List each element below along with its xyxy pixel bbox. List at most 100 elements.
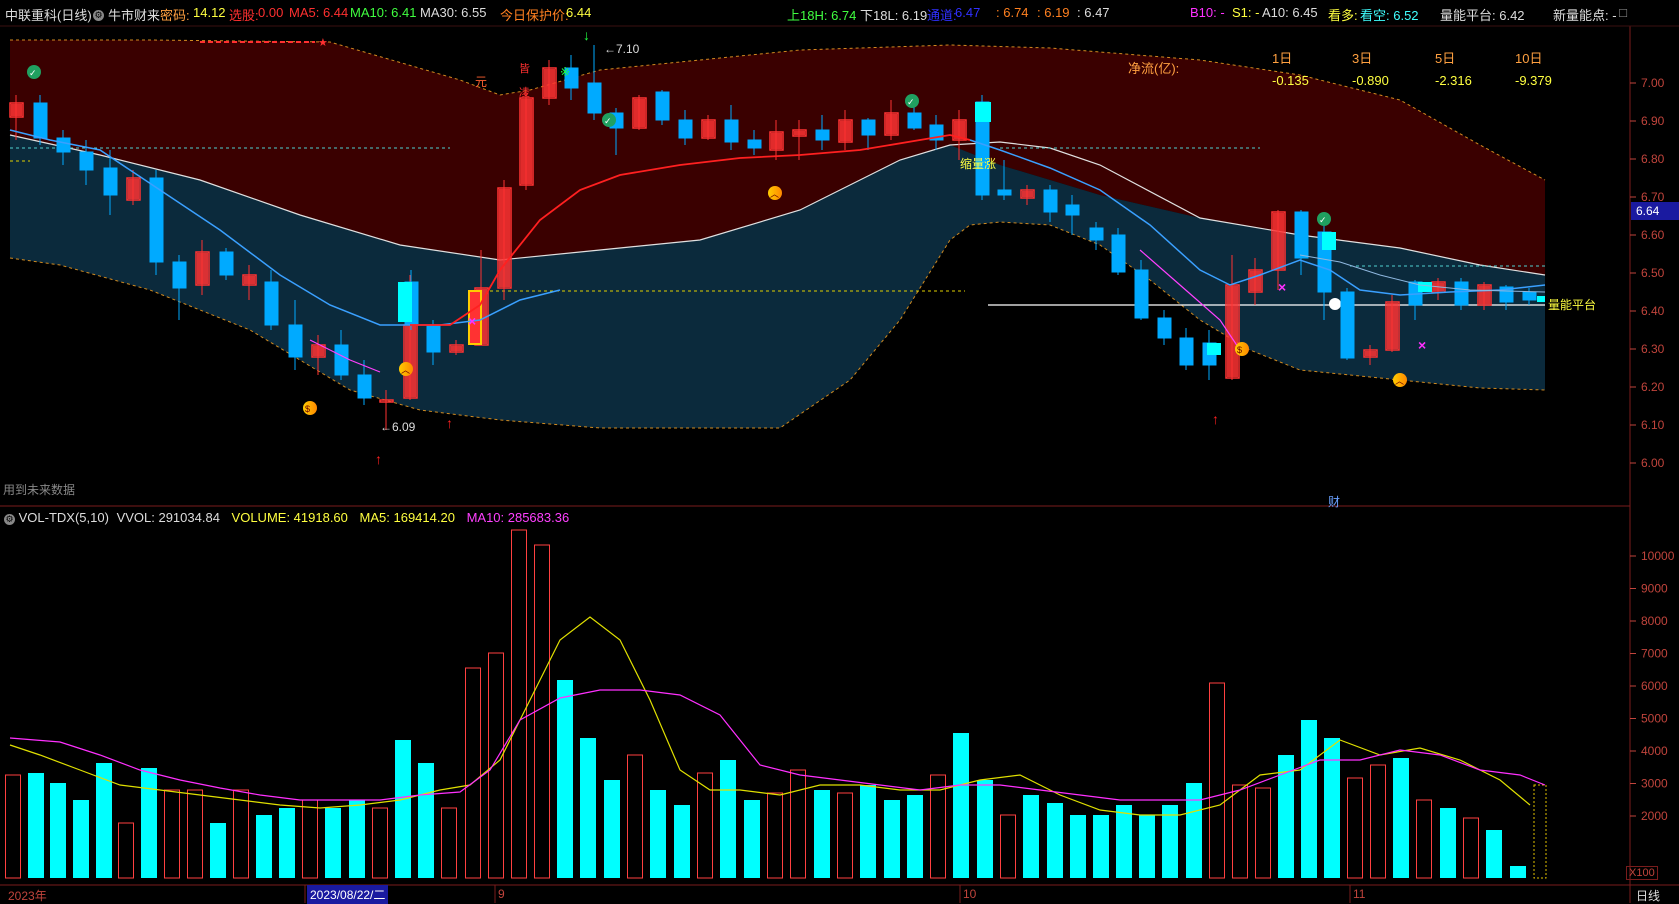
candle-body <box>1111 234 1126 273</box>
svg-text:︿: ︿ <box>770 189 779 199</box>
volume-bar <box>534 544 550 879</box>
candle-body <box>952 119 967 141</box>
candle-body <box>1225 284 1240 379</box>
cai-label: 财 <box>1328 495 1341 509</box>
protect-label: 今日保护价: <box>500 8 569 23</box>
price-tick-label: 6.40 <box>1641 304 1665 318</box>
candle-body <box>56 137 71 153</box>
volume-tick-label: 7000 <box>1641 647 1668 661</box>
candle-body <box>747 139 762 149</box>
ma-blue-line-2 <box>969 139 1546 296</box>
bull-label: 看多: <box>1328 8 1358 23</box>
high-mark-label: ←7.10 <box>604 42 640 56</box>
code-label: 密码: <box>160 8 190 23</box>
stock-name[interactable]: 中联重科(日线) <box>5 8 92 23</box>
cyan-candle <box>1418 282 1432 292</box>
price-axis: 7.00 6.90 6.80 6.70 6.60 6.50 6.40 6.30 6.20 6.10… <box>1630 76 1665 470</box>
volume-bar <box>953 733 969 878</box>
close-icon[interactable]: □ <box>1619 5 1627 20</box>
volume-bar-partial <box>1533 784 1547 879</box>
volume-bar <box>1232 784 1248 879</box>
svg-text:×: × <box>1278 279 1286 295</box>
candle-body <box>519 97 534 186</box>
candle-body <box>1477 284 1492 306</box>
candle-body <box>1294 211 1309 259</box>
volume-bar <box>5 774 21 879</box>
candle-body <box>9 102 24 118</box>
volume-bar <box>118 822 134 879</box>
volume-bar <box>1255 787 1271 879</box>
volume-bar <box>141 768 157 878</box>
volume-bar <box>860 785 876 878</box>
candle-fill <box>405 326 416 397</box>
flow-period-1: 1日 <box>1272 51 1293 66</box>
cyan-candle <box>975 102 991 122</box>
ma-magenta-line <box>309 339 381 373</box>
vol-indicator-name[interactable]: VOL-TDX(5,10) <box>18 510 109 525</box>
candle-fill <box>794 131 805 135</box>
candle-body <box>103 167 118 196</box>
volume-bar <box>1347 777 1363 879</box>
selected-date[interactable]: 2023/08/22/二 <box>307 885 389 904</box>
candle-body <box>334 344 349 376</box>
volume-bar <box>720 760 736 878</box>
range-b: : 6.19 <box>1037 5 1070 20</box>
candle-fill <box>1387 303 1398 349</box>
svg-text:✓: ✓ <box>29 68 37 78</box>
trend-value: 6.47 <box>955 5 981 20</box>
volume-bar <box>395 740 411 878</box>
candle-body <box>838 119 853 143</box>
svg-text:$: $ <box>305 404 310 414</box>
price-tick-label: 7.00 <box>1641 76 1665 90</box>
flow-value-1: -0.135 <box>1272 73 1309 88</box>
range-c: : 6.47 <box>1077 5 1110 20</box>
candle-fill <box>128 179 139 199</box>
vol-ma10-value: MA10: 285683.36 <box>466 510 570 525</box>
period-label[interactable]: 日线 <box>1636 889 1661 903</box>
volume-bar <box>1186 783 1202 878</box>
svg-text:$: $ <box>1237 345 1242 355</box>
volume-bar <box>580 738 596 878</box>
candle-body <box>264 281 279 326</box>
candle-body <box>1157 317 1172 339</box>
candle-body <box>33 102 48 139</box>
vol-ma5-value: MA5: 169414.20 <box>359 510 455 525</box>
price-tick-label: 6.30 <box>1641 342 1665 356</box>
candle-body <box>997 189 1012 196</box>
candle-body <box>587 82 602 114</box>
volume-axis: 10000 9000 8000 7000 6000 5000 4000 3000 2000 <box>1630 549 1675 823</box>
volume-bar <box>627 754 643 879</box>
flow-period-5: 5日 <box>1435 51 1456 66</box>
candle-body <box>815 129 830 141</box>
candle-fill <box>11 104 22 116</box>
volume-bar <box>279 808 295 878</box>
candle-body <box>1065 204 1080 216</box>
signal-markers: ✓ ✓ ✓ ✓ ︿ ︿ ︿ $ $ × × × ↑ ↑ ↑ ↓ ※ 皆 凌 <box>27 27 1426 467</box>
price-tick-label: 6.80 <box>1641 152 1665 166</box>
volume-bar <box>164 789 180 879</box>
volume-bar <box>96 763 112 878</box>
candle-body <box>1020 189 1035 199</box>
candle-body <box>195 251 210 286</box>
volume-bar <box>73 800 89 878</box>
volume-bar <box>1000 814 1016 879</box>
lower-band-area <box>10 135 1545 428</box>
candle-body <box>542 67 557 99</box>
ma-blue-line <box>9 129 561 326</box>
ma-magenta-line-2 <box>1139 249 1241 351</box>
yuan-label: 元 <box>475 75 488 89</box>
header-bar: 中联重科(日线) ⚙ 牛市财来 密码: 14.12 选股: 0.00 MA5: … <box>5 5 1617 23</box>
volume-bar <box>907 795 923 878</box>
candle-fill <box>1022 191 1033 197</box>
candle-body <box>357 374 372 399</box>
candle-fill <box>634 99 645 127</box>
indicator-settings-icon[interactable]: ⚙ <box>4 514 15 525</box>
candle-body <box>1522 291 1537 301</box>
diamond-icon[interactable]: ◇ <box>1594 5 1604 20</box>
volume-bar <box>1510 866 1526 878</box>
candle-body <box>1179 337 1194 366</box>
candle-fill <box>840 121 851 141</box>
volume-bar <box>1463 817 1479 879</box>
candle-fill <box>451 346 462 351</box>
